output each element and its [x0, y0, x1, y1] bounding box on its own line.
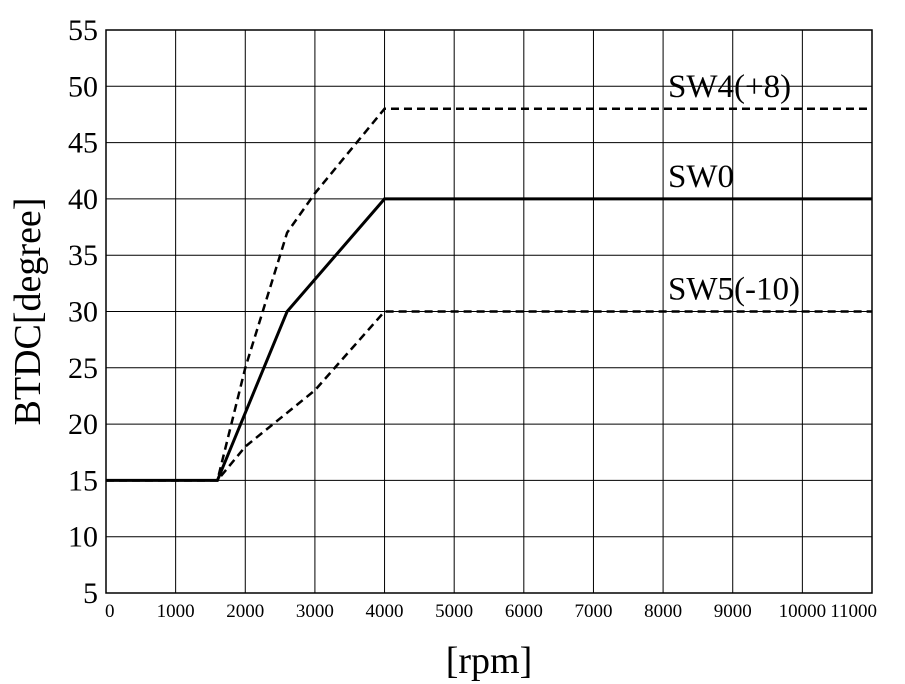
x-tick-label: 9000	[714, 601, 752, 622]
y-tick-label: 20	[68, 408, 98, 441]
x-tick-label: 1000	[157, 601, 195, 622]
series-layer	[106, 107, 872, 482]
series-label: SW4(+8)	[668, 69, 791, 105]
x-tick-label: 0	[105, 601, 115, 622]
y-tick-label: 40	[68, 183, 98, 216]
x-tick-label: 7000	[574, 601, 612, 622]
x-tick-label: 11000	[830, 601, 877, 622]
x-tick-label: 4000	[366, 601, 404, 622]
x-tick-label: 3000	[296, 601, 334, 622]
x-tick-label: 2000	[226, 601, 264, 622]
x-tick-label: 10000	[779, 601, 827, 622]
x-tick-label: 8000	[644, 601, 682, 622]
series-label: SW5(-10)	[668, 272, 800, 308]
y-tick-label: 15	[68, 464, 98, 497]
y-tick-label: 35	[68, 239, 98, 272]
series-line-sw5-10	[106, 310, 872, 482]
y-tick-label: 55	[68, 14, 98, 47]
x-axis-label: [rpm]	[446, 640, 533, 682]
x-tick-label: 6000	[505, 601, 543, 622]
y-axis-label: BTDC[degree]	[7, 198, 49, 426]
y-tick-label: 10	[68, 521, 98, 554]
y-tick-label: 5	[83, 577, 98, 610]
x-tick-label: 5000	[435, 601, 473, 622]
y-tick-label: 50	[68, 70, 98, 103]
y-tick-label: 45	[68, 127, 98, 160]
series-line-sw0	[106, 197, 872, 482]
y-tick-label: 30	[68, 296, 98, 329]
series-labels: SW4(+8) SW0 SW5(-10)	[668, 69, 800, 308]
y-tick-label: 25	[68, 352, 98, 385]
series-label: SW0	[668, 159, 734, 195]
x-tick-labels: 0 1000 2000 3000 4000 5000 6000 7000 8000 9000 100…	[105, 601, 877, 622]
y-tick-labels: 5 10 15 20 25 30 35 40 45 50 55	[68, 14, 98, 610]
